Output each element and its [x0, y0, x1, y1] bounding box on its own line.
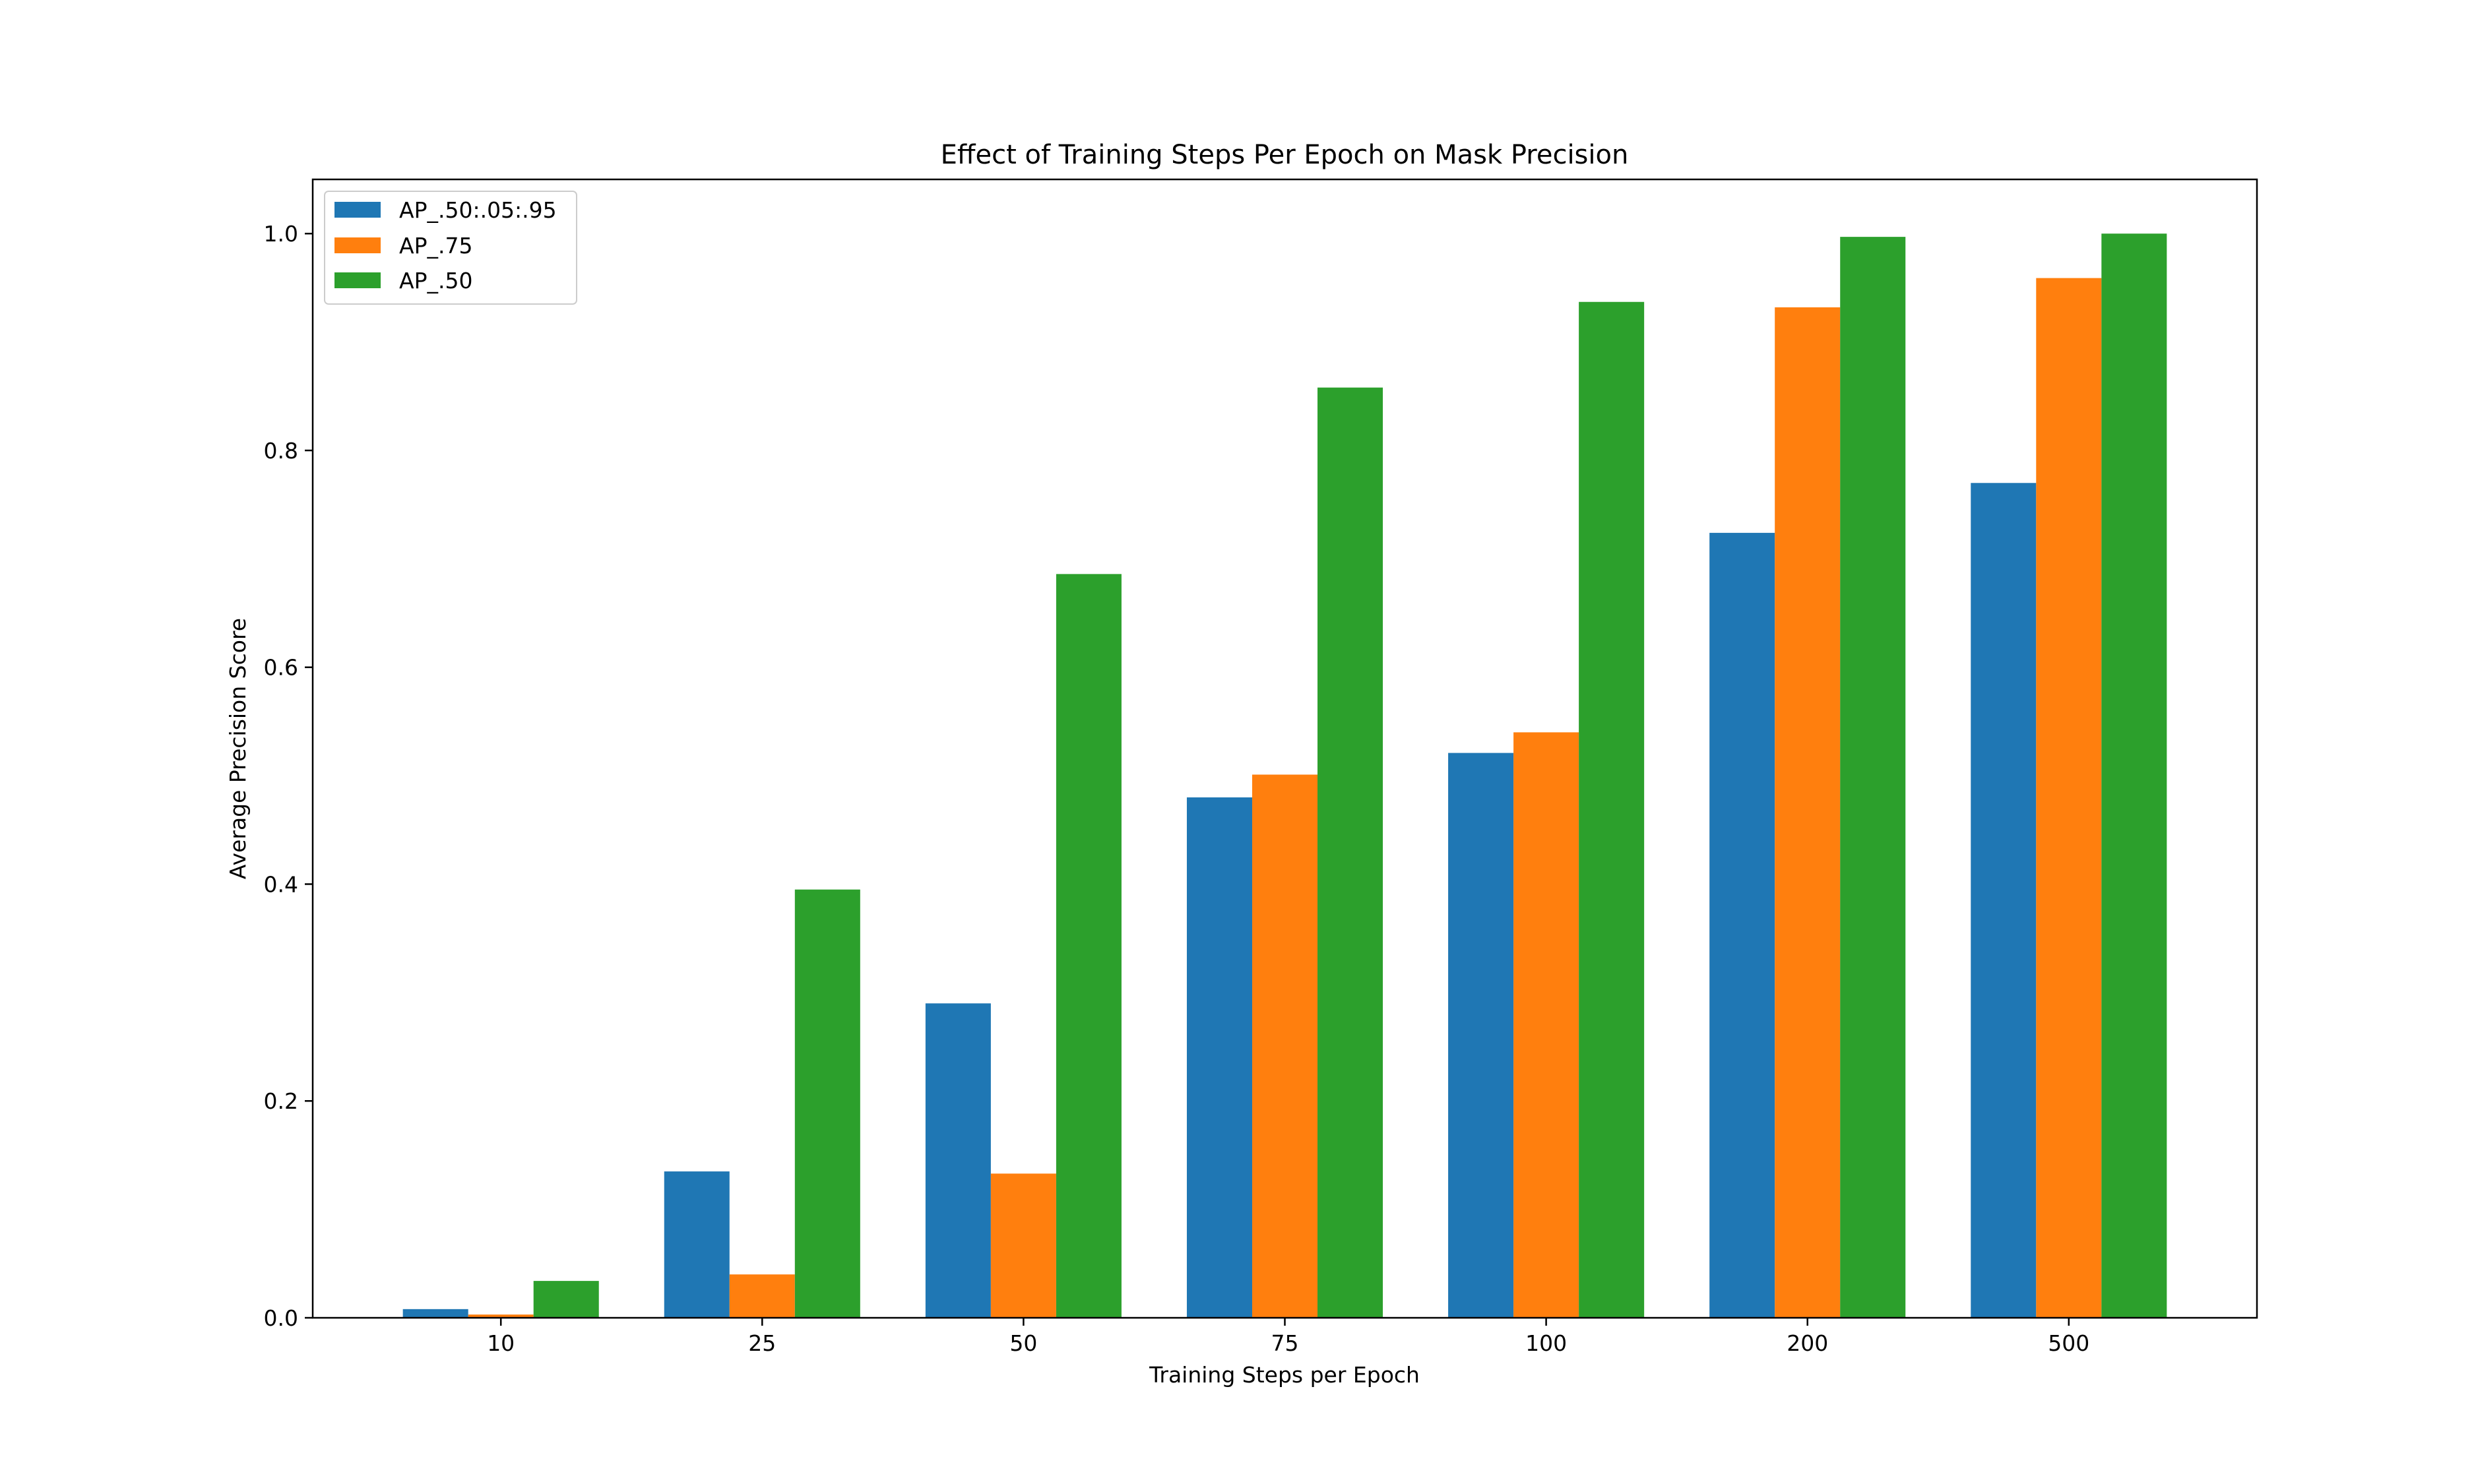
y-tick-label: 1.0 [264, 221, 298, 247]
y-tick-label: 0.0 [264, 1305, 298, 1331]
bar [664, 1171, 730, 1318]
bar [402, 1309, 468, 1318]
y-axis: 0.0 0.2 0.4 0.6 0.8 1.0 [264, 221, 313, 1331]
x-tick-label: 100 [1525, 1330, 1567, 1356]
bar [1317, 387, 1383, 1318]
bar [1252, 774, 1318, 1318]
bar [990, 1173, 1056, 1318]
bar [2036, 278, 2102, 1318]
legend-frame [324, 191, 577, 305]
x-tick-label: 50 [1009, 1330, 1037, 1356]
chart-title: Effect of Training Steps Per Epoch on Ma… [941, 140, 1629, 170]
bar [1448, 753, 1514, 1318]
legend-label: AP_.50:.05:.95 [399, 197, 557, 223]
bar [1971, 483, 2037, 1318]
x-tick-label: 25 [748, 1330, 776, 1356]
bar [533, 1281, 599, 1318]
x-tick-label: 500 [2048, 1330, 2089, 1356]
x-tick-label: 75 [1271, 1330, 1299, 1356]
bar [1840, 237, 1906, 1318]
legend-swatch [334, 202, 381, 218]
y-tick-label: 0.4 [264, 871, 298, 897]
bar [729, 1274, 795, 1318]
legend-swatch [334, 272, 381, 288]
x-tick-label: 10 [487, 1330, 515, 1356]
x-tick-label: 200 [1787, 1330, 1828, 1356]
bar [2101, 233, 2167, 1318]
bars-layer [402, 233, 2167, 1318]
legend: AP_.50:.05:.95 AP_.75 AP_.50 [324, 191, 577, 305]
bar [1775, 307, 1841, 1318]
bar [1709, 532, 1775, 1318]
x-axis: 10 25 50 75 100 200 500 [487, 1318, 2089, 1356]
legend-label: AP_.50 [399, 268, 472, 294]
y-tick-label: 0.8 [264, 438, 298, 464]
bar [794, 889, 860, 1318]
bar [468, 1314, 534, 1318]
bar [1186, 797, 1252, 1318]
y-tick-label: 0.6 [264, 655, 298, 681]
bar [1056, 574, 1122, 1318]
legend-swatch [334, 237, 381, 253]
bar [1579, 301, 1645, 1318]
bar [925, 1003, 991, 1318]
bar [1513, 732, 1579, 1318]
x-axis-label: Training Steps per Epoch [1149, 1362, 1420, 1388]
y-axis-label: Average Precision Score [225, 618, 251, 879]
y-tick-label: 0.2 [264, 1088, 298, 1114]
legend-label: AP_.75 [399, 233, 472, 259]
